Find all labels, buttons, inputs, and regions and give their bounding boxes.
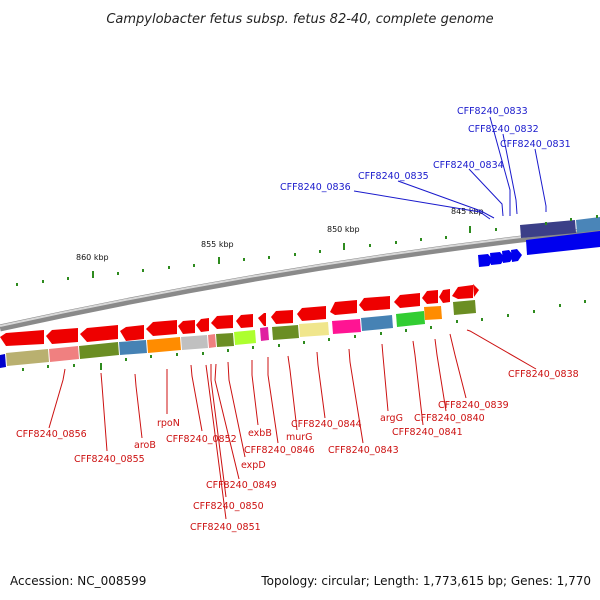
gene-label: CFF8240_0852 [166,434,237,445]
reverse-leaders [48,329,537,520]
gene-label: CFF8240_0846 [244,445,315,456]
gene-label: CFF8240_0839 [438,400,509,411]
gene-label: CFF8240_0832 [468,124,539,135]
gene-label: CFF8240_0843 [328,445,399,456]
gene-label: CFF8240_0838 [508,369,579,380]
tick-label: 850 kbp [327,225,360,234]
gene-label: CFF8240_0836 [280,182,351,193]
tick-label: 860 kbp [76,253,109,262]
gene-label: CFF8240_0834 [433,160,504,171]
gene-label: argG [380,413,403,424]
backbone [0,226,600,332]
map-title: Campylobacter fetus subsp. fetus 82-40, … [106,12,493,27]
reverse-genes [0,284,479,346]
gene-label: expD [241,460,266,471]
gene-label: CFF8240_0833 [457,106,528,117]
gene-label: CFF8240_0840 [414,413,485,424]
category-ribbon-outer [520,217,600,238]
forward-genes [478,231,600,267]
forward-gene-labels: CFF8240_0833 CFF8240_0832 CFF8240_0831 C… [280,106,571,193]
gene-label: rpoN [157,418,180,429]
reverse-gene-labels: CFF8240_0856 CFF8240_0855 aroB rpoN CFF8… [16,369,579,533]
genome-summary-text: Topology: circular; Length: 1,773,615 bp… [261,574,591,588]
gene-label: CFF8240_0850 [193,501,264,512]
gene-label: CFF8240_0849 [206,480,277,491]
gene-label: CFF8240_0835 [358,171,429,182]
accession-text: Accession: NC_008599 [10,574,147,588]
tick-label: 855 kbp [201,240,234,249]
scale-ring [16,215,598,371]
gene-label: CFF8240_0856 [16,429,87,440]
gene-label: CFF8240_0851 [190,522,261,533]
gene-label: murG [286,432,313,443]
gene-label: aroB [134,440,156,451]
gene-label: CFF8240_0855 [74,454,145,465]
gene-label: CFF8240_0831 [500,139,571,150]
category-ribbon-inner [0,300,476,368]
gene-label: exbB [248,428,272,439]
forward-leaders [353,116,547,220]
tick-label: 845 kbp [451,207,484,216]
gene-label: CFF8240_0841 [392,427,463,438]
scale-labels: 845 kbp 850 kbp 855 kbp 860 kbp [76,207,484,262]
gene-label: CFF8240_0844 [291,419,362,430]
